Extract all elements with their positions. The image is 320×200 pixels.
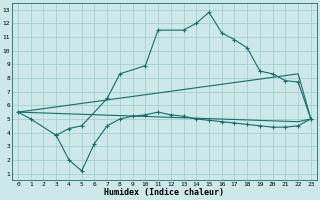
X-axis label: Humidex (Indice chaleur): Humidex (Indice chaleur) <box>104 188 224 197</box>
